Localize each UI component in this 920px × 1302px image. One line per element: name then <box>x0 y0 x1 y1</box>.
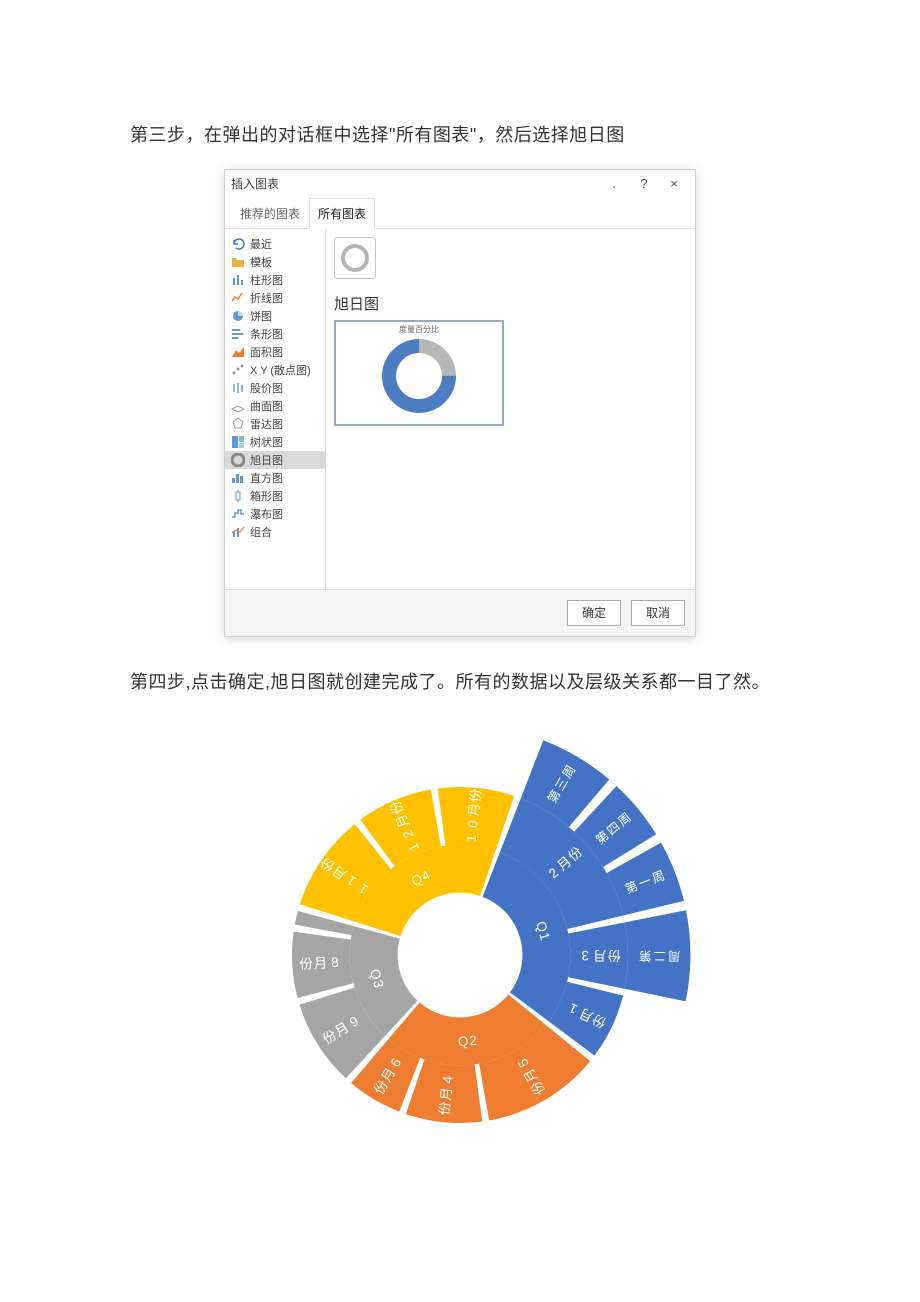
radar-icon <box>231 417 245 431</box>
sidebar-item-surface[interactable]: 曲面图 <box>225 397 325 415</box>
chart-main-panel: 旭日图 度量百分比 <box>326 229 695 589</box>
sidebar-item-bar[interactable]: 柱形图 <box>225 271 325 289</box>
dialog-title: 插入图表 <box>231 175 279 192</box>
svg-text:月: 月 <box>466 802 482 818</box>
dialog-tabs: 推荐的图表 所有图表 <box>225 198 695 229</box>
sidebar-item-label: 直方图 <box>250 470 283 486</box>
bar-icon <box>231 273 245 287</box>
svg-text:月: 月 <box>313 956 328 972</box>
box-icon <box>231 489 245 503</box>
line-icon <box>231 291 245 305</box>
sidebar-item-label: X Y (散点图) <box>250 362 311 378</box>
svg-text:1: 1 <box>464 833 480 843</box>
chart-subtype-thumb[interactable] <box>334 237 376 279</box>
sidebar-item-line[interactable]: 折线图 <box>225 289 325 307</box>
ok-button[interactable]: 确定 <box>567 600 621 626</box>
sidebar-item-label: 箱形图 <box>250 488 283 504</box>
dialog-dot: . <box>599 176 629 191</box>
svg-text:3: 3 <box>581 948 589 963</box>
histo-icon <box>231 471 245 485</box>
tree-icon <box>231 435 245 449</box>
sidebar-item-histo[interactable]: 直方图 <box>225 469 325 487</box>
sidebar-item-waterfall[interactable]: 瀑布图 <box>225 505 325 523</box>
sidebar-item-label: 条形图 <box>250 326 283 342</box>
dialog-footer: 确定 取消 <box>225 589 695 636</box>
sidebar-item-label: 面积图 <box>250 344 283 360</box>
sidebar-item-label: 曲面图 <box>250 398 283 414</box>
scatter-icon <box>231 363 245 377</box>
cancel-button[interactable]: 取消 <box>631 600 685 626</box>
help-button[interactable]: ? <box>629 176 659 191</box>
sidebar-item-box[interactable]: 箱形图 <box>225 487 325 505</box>
folder-icon <box>231 255 245 269</box>
waterfall-icon <box>231 507 245 521</box>
close-button[interactable]: × <box>659 176 689 191</box>
sidebar-item-label: 饼图 <box>250 308 272 324</box>
svg-text:4: 4 <box>440 1074 456 1084</box>
sidebar-item-label: 柱形图 <box>250 272 283 288</box>
sunburst-icon <box>231 453 245 467</box>
svg-text:月: 月 <box>438 1086 454 1102</box>
combo-icon <box>231 525 245 539</box>
undo-icon <box>231 237 245 251</box>
svg-text:Q2: Q2 <box>457 1033 478 1050</box>
step3-text: 第三步，在弹出的对话框中选择"所有图表"，然后选择旭日图 <box>130 120 790 151</box>
sidebar-item-label: 瀑布图 <box>250 506 283 522</box>
tab-all-charts[interactable]: 所有图表 <box>309 198 375 229</box>
preview-title: 度量百分比 <box>399 324 439 335</box>
sidebar-item-sunburst[interactable]: 旭日图 <box>225 451 325 469</box>
sidebar-item-label: 折线图 <box>250 290 283 306</box>
hbar-icon <box>231 327 245 341</box>
svg-text:份: 份 <box>468 787 484 803</box>
sidebar-item-label: 旭日图 <box>250 452 283 468</box>
svg-text:周: 周 <box>667 949 680 963</box>
sidebar-item-hbar[interactable]: 条形图 <box>225 325 325 343</box>
svg-text:份: 份 <box>299 956 314 972</box>
chart-type-sidebar: 最近模板柱形图折线图饼图条形图面积图 X Y (散点图) 股价图曲面图雷达图树状图旭… <box>225 229 326 589</box>
svg-text:月: 月 <box>592 948 606 963</box>
svg-text:8: 8 <box>331 955 340 970</box>
sidebar-item-folder[interactable]: 模板 <box>225 253 325 271</box>
sidebar-item-label: 股价图 <box>250 380 283 396</box>
sunburst-chart: Q1Q2Q3Q42月份3月份1月份5月份4月份6月份9月份8月份11月份12月份… <box>220 715 700 1195</box>
pie-icon <box>231 309 245 323</box>
area-icon <box>231 345 245 359</box>
sidebar-item-label: 模板 <box>250 254 272 270</box>
sidebar-item-scatter[interactable]: X Y (散点图) <box>225 361 325 379</box>
sidebar-item-pie[interactable]: 饼图 <box>225 307 325 325</box>
sidebar-item-radar[interactable]: 雷达图 <box>225 415 325 433</box>
sidebar-item-area[interactable]: 面积图 <box>225 343 325 361</box>
svg-text:第: 第 <box>638 949 651 963</box>
chart-type-title: 旭日图 <box>334 293 687 314</box>
sidebar-item-undo[interactable]: 最近 <box>225 235 325 253</box>
sidebar-item-tree[interactable]: 树状图 <box>225 433 325 451</box>
chart-preview[interactable]: 度量百分比 <box>334 320 504 426</box>
surface-icon <box>231 399 245 413</box>
sidebar-item-label: 树状图 <box>250 434 283 450</box>
sidebar-item-combo[interactable]: 组合 <box>225 523 325 541</box>
insert-chart-dialog: 插入图表 . ? × 推荐的图表 所有图表 最近模板柱形图折线图饼图条形图面积图… <box>224 169 696 637</box>
svg-text:份: 份 <box>606 948 620 963</box>
tab-recommended[interactable]: 推荐的图表 <box>231 198 309 229</box>
sidebar-item-label: 雷达图 <box>250 416 283 432</box>
sidebar-item-stock[interactable]: 股价图 <box>225 379 325 397</box>
dialog-titlebar: 插入图表 . ? × <box>225 170 695 198</box>
step4-text: 第四步,点击确定,旭日图就创建完成了。所有的数据以及层级关系都一目了然。 <box>130 667 790 698</box>
svg-text:二: 二 <box>652 949 665 963</box>
stock-icon <box>231 381 245 395</box>
svg-text:份: 份 <box>437 1100 453 1116</box>
svg-text:0: 0 <box>465 819 481 829</box>
sidebar-item-label: 最近 <box>250 236 272 252</box>
sidebar-item-label: 组合 <box>250 524 272 540</box>
